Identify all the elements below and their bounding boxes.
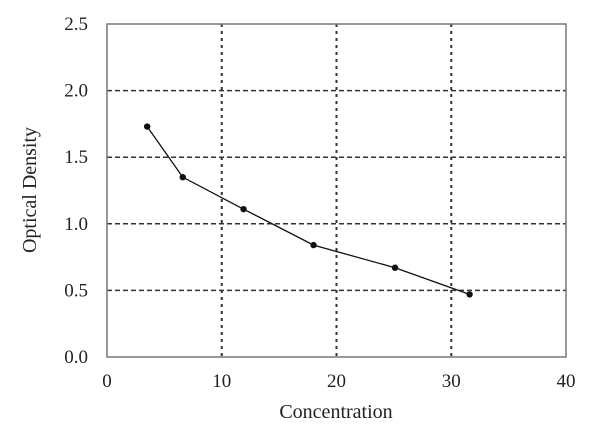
data-point-marker <box>310 241 317 249</box>
series-line <box>146 126 470 296</box>
x-axis-label: Concentration <box>279 401 392 423</box>
x-tick-label: 10 <box>212 371 231 392</box>
y-tick-label: 0.5 <box>64 280 88 301</box>
data-point-marker <box>240 205 247 213</box>
y-tick-label: 1.5 <box>64 147 88 168</box>
data-point-marker <box>391 264 399 271</box>
data-point-marker <box>466 291 473 298</box>
x-tick-label: 30 <box>442 371 461 392</box>
y-axis-label: Optical Density <box>19 127 41 253</box>
y-tick-label: 2.5 <box>64 14 88 35</box>
y-tick-label: 2.0 <box>64 81 88 102</box>
x-tick-label: 20 <box>327 371 346 392</box>
plot-area-border <box>106 23 567 358</box>
y-tick-label: 0.0 <box>64 347 88 368</box>
data-point-marker <box>143 123 151 130</box>
x-tick-label: 40 <box>557 371 576 392</box>
data-point-marker <box>179 173 186 181</box>
x-tick-label: 0 <box>102 371 112 392</box>
data-series <box>143 123 473 298</box>
gridlines <box>107 24 566 357</box>
y-tick-label: 1.0 <box>64 214 88 235</box>
y-axis-ticks: 0.0 0.5 1.0 1.5 2.0 2.5 <box>64 14 88 368</box>
x-axis-ticks: 0 10 20 30 40 <box>102 371 575 392</box>
